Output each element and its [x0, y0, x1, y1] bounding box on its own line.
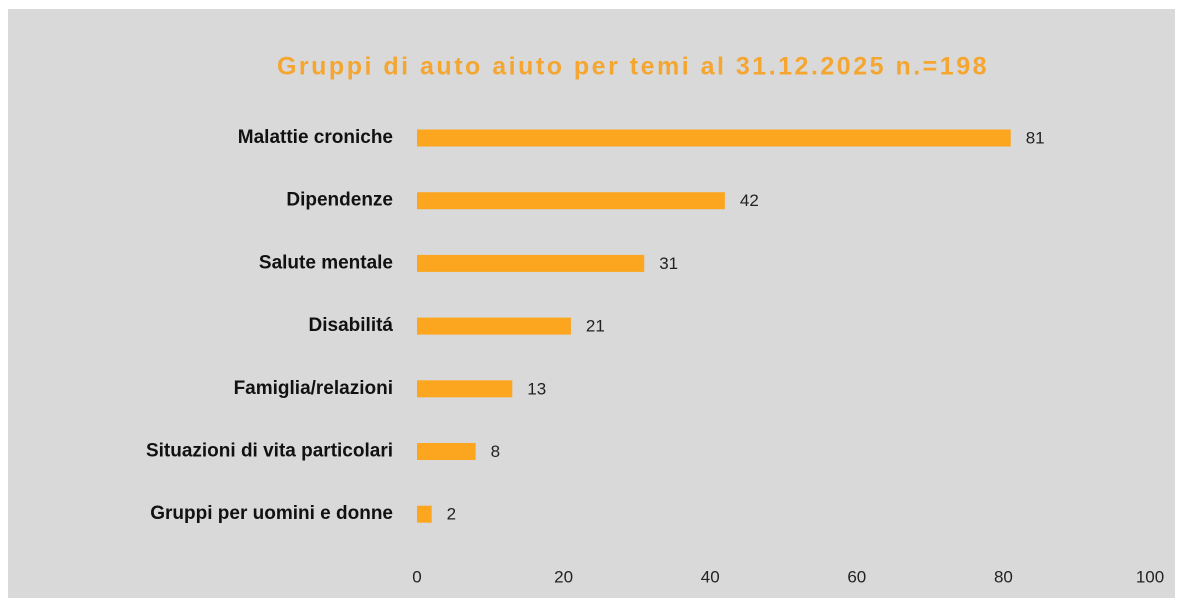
bar [417, 317, 571, 335]
data-label: 21 [586, 317, 605, 336]
y-tick-label: Malattie croniche [238, 127, 393, 148]
x-tick-label: 100 [1136, 567, 1164, 586]
x-tick-label: 40 [701, 567, 720, 586]
bar [417, 192, 725, 210]
data-label: 81 [1026, 128, 1045, 147]
data-label: 31 [659, 254, 678, 273]
bar [417, 380, 513, 398]
y-tick-label: Gruppi per uomini e donne [150, 503, 393, 524]
x-tick-label: 0 [412, 567, 421, 586]
bar [417, 505, 432, 523]
chart-title: Gruppi di auto aiuto per temi al 31.12.2… [277, 53, 989, 81]
bar [417, 254, 645, 272]
data-label: 8 [491, 442, 500, 461]
bar [417, 129, 1011, 147]
y-tick-label: Salute mentale [259, 252, 393, 273]
x-tick-label: 80 [994, 567, 1013, 586]
x-tick-label: 20 [554, 567, 573, 586]
chart-background [8, 9, 1175, 598]
data-label: 42 [740, 191, 759, 210]
y-tick-label: Disabilitá [309, 315, 394, 336]
data-label: 2 [447, 505, 456, 524]
y-tick-label: Dipendenze [286, 190, 393, 211]
bar [417, 443, 476, 460]
data-label: 13 [527, 379, 546, 398]
y-tick-label: Situazioni di vita particolari [146, 441, 393, 462]
x-tick-label: 60 [847, 567, 866, 586]
y-tick-label: Famiglia/relazioni [234, 378, 393, 399]
